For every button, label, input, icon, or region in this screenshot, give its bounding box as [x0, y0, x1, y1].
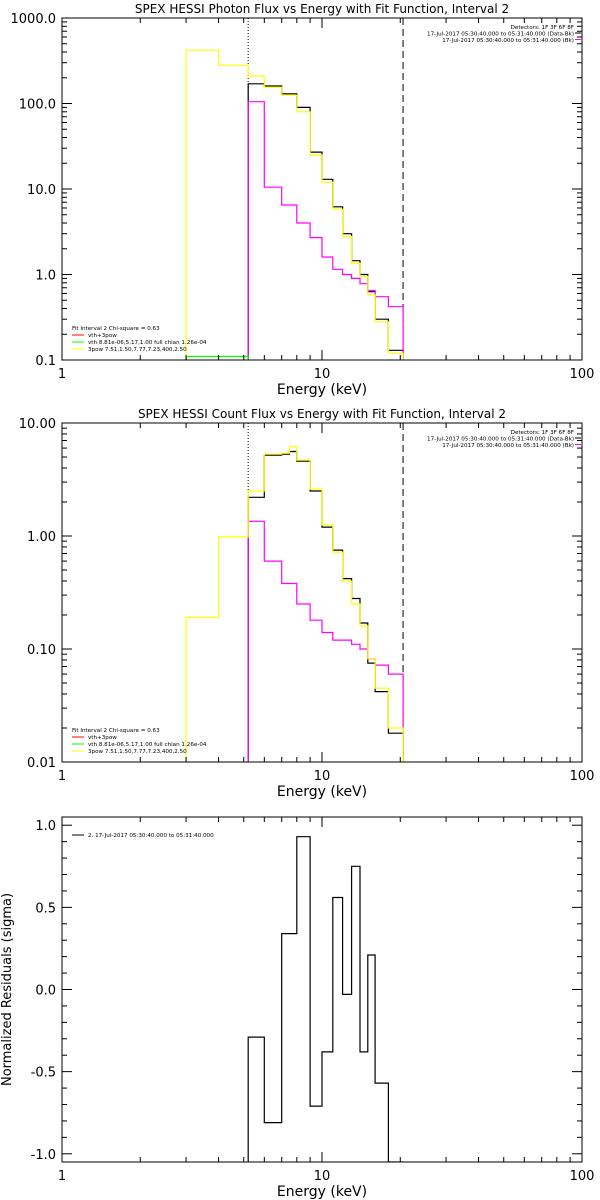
series-line-0 [247, 450, 404, 762]
header-line: 17-Jul-2017 05:30:40.000 to 05:31:40.000… [427, 437, 574, 443]
y-tick-label: -0.5 [31, 1066, 56, 1081]
y-tick-label: 100.0 [19, 98, 56, 113]
chart-title: SPEX HESSI Count Flux vs Energy with Fit… [138, 407, 506, 421]
y-axis-label: Normalized Residuals (sigma) [0, 893, 15, 1086]
header-line: 17-Jul-2017 05:30:40.000 to 05:31:40.000… [442, 443, 574, 449]
fit-text: Fit Interval 2 Chi-square = 0.63 [72, 326, 160, 332]
plot-frame [61, 17, 583, 361]
series-line-0 [247, 83, 404, 360]
x-axis-label: Energy (keV) [277, 1184, 367, 1200]
y-tick-label: 0.1 [35, 354, 56, 369]
y-tick-label: 0.01 [27, 756, 56, 771]
x-tick-label: 100 [570, 367, 595, 382]
legend-label: vth 8.81e-06,5.17,1.00 full chian 1.26e-… [88, 340, 207, 346]
legend-label: 3pow 7.51,1.50,7.77,7.23,400,2.50 [88, 749, 187, 755]
series-group [247, 836, 404, 1162]
y-tick-label: 10.00 [19, 417, 56, 432]
x-tick-label: 1 [58, 1169, 66, 1184]
header-line: 17-Jul-2017 05:30:40.000 to 05:31:40.000… [442, 38, 574, 44]
y-tick-label: 0.10 [27, 643, 56, 658]
y-tick-label: 10.0 [27, 183, 56, 198]
x-tick-label: 100 [570, 769, 595, 784]
plot-frame [61, 816, 583, 1163]
x-axis-label: Energy (keV) [277, 784, 367, 800]
fit-text: Fit Interval 2 Chi-square = 0.63 [72, 728, 160, 734]
y-tick-label: 1.0 [35, 269, 56, 284]
series-group [185, 49, 404, 360]
plot-frame [61, 422, 583, 763]
header-line: 17-Jul-2017 05:30:40.000 to 05:31:40.000… [427, 32, 574, 38]
legend-label: 2. 17-Jul-2017 05:30:40.000 to 05:31:40.… [88, 833, 214, 839]
y-tick-label: 0.0 [35, 984, 56, 999]
y-tick-label: 1.00 [27, 530, 56, 545]
header-line: Detectors: 1F 3F 6F 8F [511, 430, 574, 436]
x-tick-label: 10 [314, 1169, 331, 1184]
series-line-1 [247, 520, 404, 762]
chart-title: SPEX HESSI Photon Flux vs Energy with Fi… [135, 2, 509, 16]
y-tick-label: 0.5 [35, 901, 56, 916]
legend-label: vth+3pow [88, 735, 117, 741]
legend-label: vth+3pow [88, 333, 117, 339]
x-tick-label: 10 [314, 769, 331, 784]
x-tick-label: 100 [570, 1169, 595, 1184]
y-tick-label: -1.0 [31, 1148, 56, 1163]
x-axis-label: Energy (keV) [277, 382, 367, 398]
legend-label: vth 8.81e-06,5.17,1.00 full chian 1.26e-… [88, 742, 207, 748]
count-flux-panel: SPEX HESSI Count Flux vs Energy with Fit… [19, 407, 595, 800]
y-tick-label: 1.0 [35, 819, 56, 834]
series-line-0 [247, 836, 404, 1162]
x-tick-label: 1 [58, 367, 66, 382]
legend-label: 3pow 7.51,1.50,7.77,7.23,400,2.50 [88, 347, 187, 353]
series-line-1 [247, 101, 404, 360]
series-line-2 [185, 49, 404, 360]
series-group [185, 445, 404, 762]
x-tick-label: 10 [314, 367, 331, 382]
residuals-panel: 1 10 100 -1.0 -0.5 0.0 0.5 1.0 Energy (keV) Norma… [0, 816, 595, 1200]
series-line-3 [185, 355, 249, 360]
series-line-2 [185, 445, 404, 762]
x-tick-label: 1 [58, 769, 66, 784]
y-tick-label: 1000.0 [11, 12, 57, 27]
header-line: Detectors: 1F 3F 6F 8F [511, 25, 574, 31]
photon-flux-panel: SPEX HESSI Photon Flux vs Energy with Fi… [11, 2, 595, 398]
